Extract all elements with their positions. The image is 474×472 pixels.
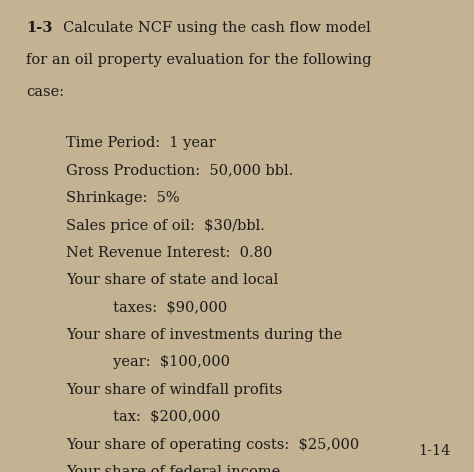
Text: Your share of federal income: Your share of federal income [66,465,281,472]
Text: Shrinkage:  5%: Shrinkage: 5% [66,191,180,205]
Text: tax:  $200,000: tax: $200,000 [90,410,220,424]
Text: Calculate NCF using the cash flow model: Calculate NCF using the cash flow model [26,21,371,35]
Text: year:  $100,000: year: $100,000 [90,355,230,370]
Text: case:: case: [26,85,64,100]
Text: Your share of investments during the: Your share of investments during the [66,328,343,342]
Text: Your share of operating costs:  $25,000: Your share of operating costs: $25,000 [66,438,360,452]
Text: Your share of windfall profits: Your share of windfall profits [66,383,283,397]
Text: Gross Production:  50,000 bbl.: Gross Production: 50,000 bbl. [66,164,293,178]
Text: Sales price of oil:  $30/bbl.: Sales price of oil: $30/bbl. [66,219,265,233]
Text: 1-3: 1-3 [26,21,53,35]
Text: taxes:  $90,000: taxes: $90,000 [90,301,228,315]
Text: Time Period:  1 year: Time Period: 1 year [66,136,216,151]
Text: 1-14: 1-14 [418,444,450,458]
Text: for an oil property evaluation for the following: for an oil property evaluation for the f… [26,53,372,67]
Text: Your share of state and local: Your share of state and local [66,273,279,287]
Text: Net Revenue Interest:  0.80: Net Revenue Interest: 0.80 [66,246,273,260]
